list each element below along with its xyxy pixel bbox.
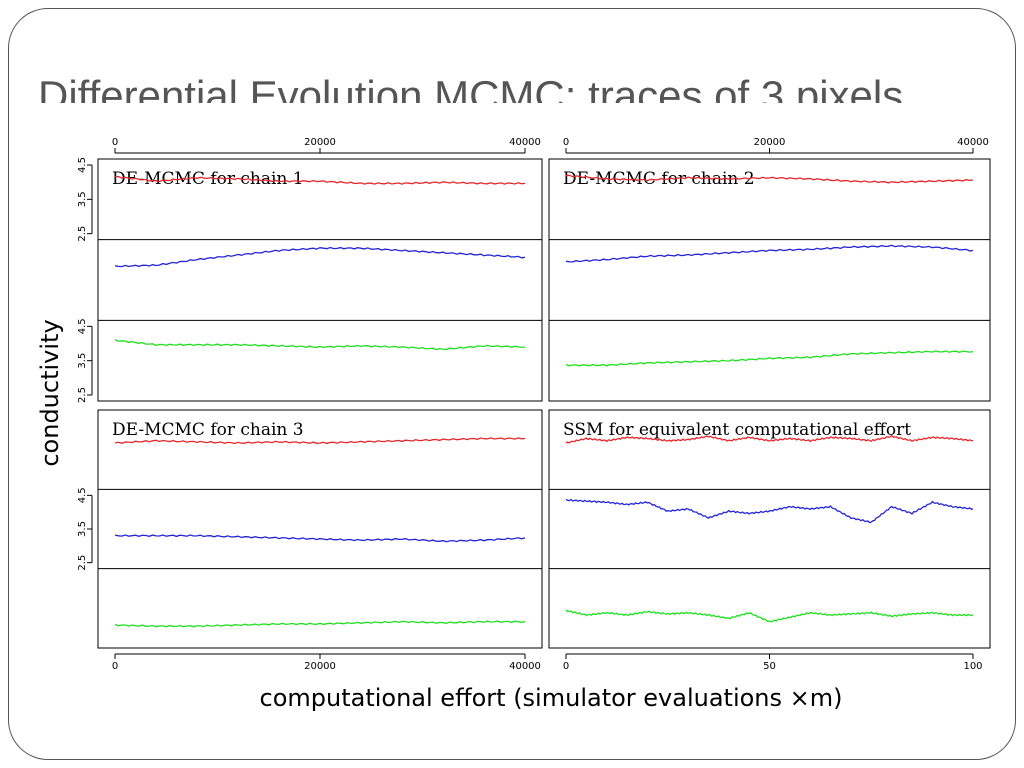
figure: DE-MCMC for chain 1 0 20000 40000 DE-MCMC fo… [36, 103, 1006, 723]
y-tick-label: 4.5 [77, 157, 88, 173]
x-tick-label-bottom-right: 100 [963, 661, 982, 672]
x-tick-label-bottom-right: 50 [763, 661, 776, 672]
series-line-green-top-right [565, 350, 974, 367]
series-line-red-bottom-right [565, 434, 974, 444]
x-tick-label-bottom-left: 20000 [304, 661, 336, 672]
series-line-blue-bottom-right [565, 498, 974, 524]
x-axis-title: computational effort (simulator evaluati… [260, 684, 843, 712]
series-line-blue-top-right [565, 244, 974, 263]
series-line-green-bottom-left [114, 620, 526, 628]
series-line-red-top-right [565, 174, 974, 184]
y-tick-label: 3.5 [77, 353, 88, 369]
y-tick-label: 3.5 [77, 191, 88, 207]
panel-frame-bottom-right [548, 409, 991, 649]
y-tick-label: 4.5 [77, 318, 88, 334]
panel-label-bottom-right: SSM for equivalent computational effort [563, 420, 911, 440]
y-tick-label: 3.5 [77, 521, 88, 537]
series-line-blue-bottom-left [114, 534, 526, 543]
x-tick-label-bottom-right: 0 [563, 661, 569, 672]
y-tick-label: 4.5 [77, 487, 88, 503]
x-tick-label-top-left: 40000 [509, 137, 541, 148]
panel-frame-bottom-left [97, 409, 543, 649]
slide-title: Differential Evolution MCMC: traces of 3… [38, 72, 904, 103]
panel-label-bottom-left: DE-MCMC for chain 3 [112, 420, 304, 440]
series-line-blue-top-left [114, 246, 526, 268]
y-tick-label: 2.5 [77, 226, 88, 242]
series-line-green-bottom-right [565, 609, 974, 623]
series-line-green-top-left [114, 339, 526, 351]
y-tick-label: 2.5 [77, 555, 88, 571]
x-tick-label-top-left: 0 [112, 137, 118, 148]
x-tick-label-top-right: 20000 [754, 137, 786, 148]
x-tick-label-bottom-left: 40000 [509, 661, 541, 672]
x-tick-label-top-right: 40000 [957, 137, 989, 148]
series-line-red-top-left [114, 175, 526, 185]
x-tick-label-top-left: 20000 [304, 137, 336, 148]
panel-frame-top-right [548, 158, 991, 402]
series-line-red-bottom-left [114, 437, 526, 445]
x-tick-label-top-right: 0 [563, 137, 569, 148]
y-tick-label: 2.5 [77, 387, 88, 403]
panel-frame-top-left [97, 158, 543, 402]
y-axis-title: conductivity [36, 319, 64, 466]
x-tick-label-bottom-left: 0 [112, 661, 118, 672]
